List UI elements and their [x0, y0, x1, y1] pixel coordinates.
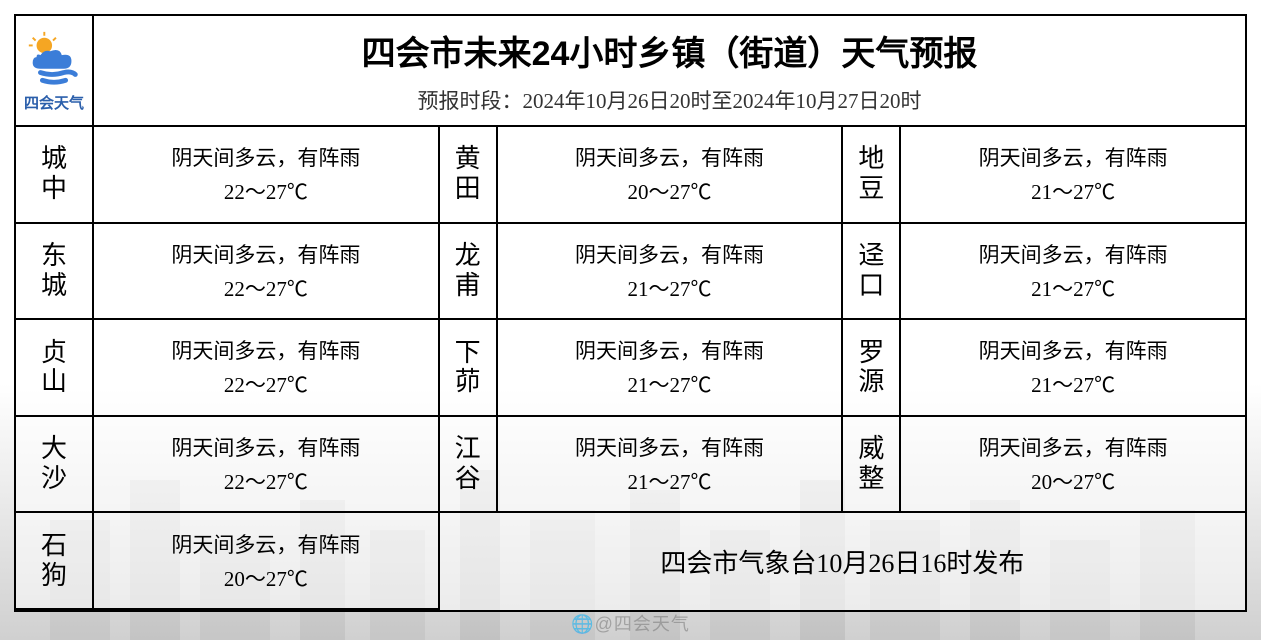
town-name-weizheng: 威整: [841, 417, 901, 514]
forecast-jianggu: 阴天间多云，有阵雨21～27℃: [498, 417, 842, 514]
town-name-xiamao: 下茆: [438, 320, 498, 417]
town-name-jianggu: 江谷: [438, 417, 498, 514]
town-name-longfu: 龙甫: [438, 224, 498, 321]
town-name-zhenshan: 贞山: [16, 320, 94, 417]
logo-cell: 四会天气: [16, 16, 94, 125]
forecast-didou: 阴天间多云，有阵雨21～27℃: [901, 127, 1245, 224]
header-row: 四会天气 四会市未来24小时乡镇（街道）天气预报 预报时段：2024年10月26…: [16, 16, 1245, 127]
forecast-jingkou: 阴天间多云，有阵雨21～27℃: [901, 224, 1245, 321]
forecast-shigou: 阴天间多云，有阵雨20～27℃: [94, 513, 438, 610]
town-name-jingkou: 迳口: [841, 224, 901, 321]
forecast-grid: 城中 阴天间多云，有阵雨22～27℃ 黄田 阴天间多云，有阵雨20～27℃ 地豆…: [16, 127, 1245, 610]
town-name-huangtian: 黄田: [438, 127, 498, 224]
forecast-xiamao: 阴天间多云，有阵雨21～27℃: [498, 320, 842, 417]
forecast-zhenshan: 阴天间多云，有阵雨22～27℃: [94, 320, 438, 417]
town-name-dongcheng: 东城: [16, 224, 94, 321]
forecast-period: 预报时段：2024年10月26日20时至2024年10月27日20时: [418, 85, 922, 115]
watermark: 🌐@四会天气: [571, 610, 690, 636]
issuer-footer: 四会市气象台10月26日16时发布: [438, 513, 1245, 610]
forecast-huangtian: 阴天间多云，有阵雨20～27℃: [498, 127, 842, 224]
logo-text: 四会天气: [24, 92, 84, 113]
forecast-chengzhong: 阴天间多云，有阵雨22～27℃: [94, 127, 438, 224]
forecast-longfu: 阴天间多云，有阵雨21～27℃: [498, 224, 842, 321]
forecast-dasha: 阴天间多云，有阵雨22～27℃: [94, 417, 438, 514]
town-name-shigou: 石狗: [16, 513, 94, 610]
page-title: 四会市未来24小时乡镇（街道）天气预报: [362, 26, 978, 75]
forecast-frame: 四会天气 四会市未来24小时乡镇（街道）天气预报 预报时段：2024年10月26…: [14, 14, 1247, 612]
forecast-dongcheng: 阴天间多云，有阵雨22～27℃: [94, 224, 438, 321]
forecast-luoyuan: 阴天间多云，有阵雨21～27℃: [901, 320, 1245, 417]
forecast-weizheng: 阴天间多云，有阵雨20～27℃: [901, 417, 1245, 514]
town-name-chengzhong: 城中: [16, 127, 94, 224]
town-name-luoyuan: 罗源: [841, 320, 901, 417]
town-name-didou: 地豆: [841, 127, 901, 224]
town-name-dasha: 大沙: [16, 417, 94, 514]
weather-logo-icon: [23, 28, 85, 90]
title-cell: 四会市未来24小时乡镇（街道）天气预报 预报时段：2024年10月26日20时至…: [94, 16, 1245, 125]
